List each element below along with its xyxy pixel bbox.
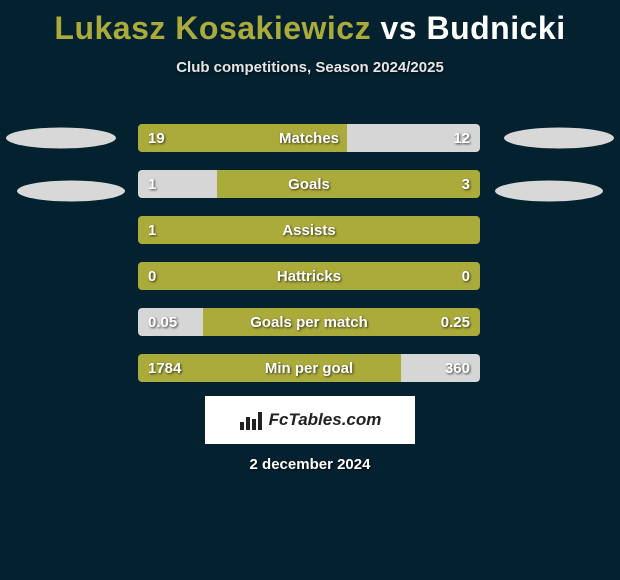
right-value: 3	[462, 170, 470, 198]
logo-text: FcTables.com	[269, 410, 382, 430]
right-value: 360	[445, 354, 470, 382]
player1-name: Lukasz Kosakiewicz	[54, 10, 371, 46]
stat-label: Hattricks	[138, 262, 480, 290]
left-value: 0.05	[148, 308, 177, 336]
team-badge-left-2	[17, 181, 125, 202]
stat-label: Matches	[138, 124, 480, 152]
date-label: 2 december 2024	[0, 456, 620, 473]
team-badge-right-1	[504, 128, 614, 149]
stat-row: Hattricks0 0	[138, 262, 480, 290]
stat-row: Matches19 12	[138, 124, 480, 152]
chart-icon	[239, 410, 263, 430]
player2-name: Budnicki	[426, 10, 565, 46]
left-value: 1	[148, 170, 156, 198]
comparison-title: Lukasz Kosakiewicz vs Budnicki	[0, 0, 620, 47]
right-value: 0.25	[441, 308, 470, 336]
stat-row: Goals1 3	[138, 170, 480, 198]
team-badge-right-2	[495, 181, 603, 202]
subtitle: Club competitions, Season 2024/2025	[0, 59, 620, 76]
stat-row: Assists1	[138, 216, 480, 244]
left-value: 1784	[148, 354, 181, 382]
right-value: 0	[462, 262, 470, 290]
stat-label: Goals	[138, 170, 480, 198]
stat-label: Min per goal	[138, 354, 480, 382]
vs-text: vs	[380, 10, 417, 46]
left-value: 19	[148, 124, 165, 152]
team-badge-left-1	[6, 128, 116, 149]
stat-label: Goals per match	[138, 308, 480, 336]
fctables-logo: FcTables.com	[205, 396, 415, 444]
stat-row: Min per goal1784 360	[138, 354, 480, 382]
stat-row: Goals per match0.05 0.25	[138, 308, 480, 336]
left-value: 0	[148, 262, 156, 290]
right-value: 12	[453, 124, 470, 152]
stat-label: Assists	[138, 216, 480, 244]
comparison-bars: Matches1912Goals13Assists1Hattricks00Goa…	[138, 124, 480, 400]
left-value: 1	[148, 216, 156, 244]
